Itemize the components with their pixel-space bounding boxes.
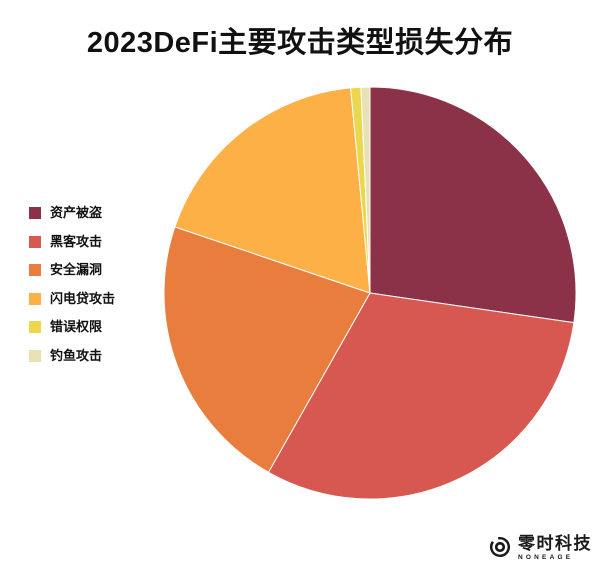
pie-chart <box>163 86 577 500</box>
legend-item: 安全漏洞 <box>29 263 115 277</box>
legend: 资产被盗黑客攻击安全漏洞闪电贷攻击错误权限钓鱼攻击 <box>29 206 115 377</box>
legend-item: 钓鱼攻击 <box>29 347 115 363</box>
pie-slice-3 <box>174 87 371 294</box>
legend-label: 钓鱼攻击 <box>50 347 103 363</box>
pie-slice-1 <box>268 292 575 500</box>
legend-label: 安全漏洞 <box>50 262 103 277</box>
legend-label: 黑客攻击 <box>50 233 103 249</box>
noneage-logo-icon <box>489 536 511 557</box>
legend-item: 黑客攻击 <box>29 233 115 249</box>
legend-swatch <box>29 235 41 248</box>
legend-item: 闪电贷攻击 <box>29 290 116 306</box>
logo-text: 零时科技 NONEAGE <box>518 535 592 562</box>
legend-label: 错误权限 <box>50 319 103 334</box>
logo-subtitle: NONEAGE <box>518 554 574 561</box>
legend-label: 闪电贷攻击 <box>50 290 116 306</box>
legend-label: 资产被盗 <box>50 205 103 220</box>
logo-name: 零时科技 <box>518 533 592 553</box>
legend-swatch <box>29 264 41 276</box>
legend-item: 错误权限 <box>29 320 115 334</box>
legend-item: 资产被盗 <box>29 206 115 220</box>
noneage-logo: 零时科技 NONEAGE <box>489 535 592 562</box>
pie-slice-0 <box>369 86 577 324</box>
legend-swatch <box>29 349 41 362</box>
pie-slice-5 <box>360 86 371 294</box>
legend-swatch <box>29 207 41 219</box>
legend-swatch <box>29 321 41 333</box>
legend-swatch <box>29 292 41 305</box>
chart-title: 2023DeFi主要攻击类型损失分布 <box>86 27 514 59</box>
pie-slice-2 <box>163 226 371 473</box>
